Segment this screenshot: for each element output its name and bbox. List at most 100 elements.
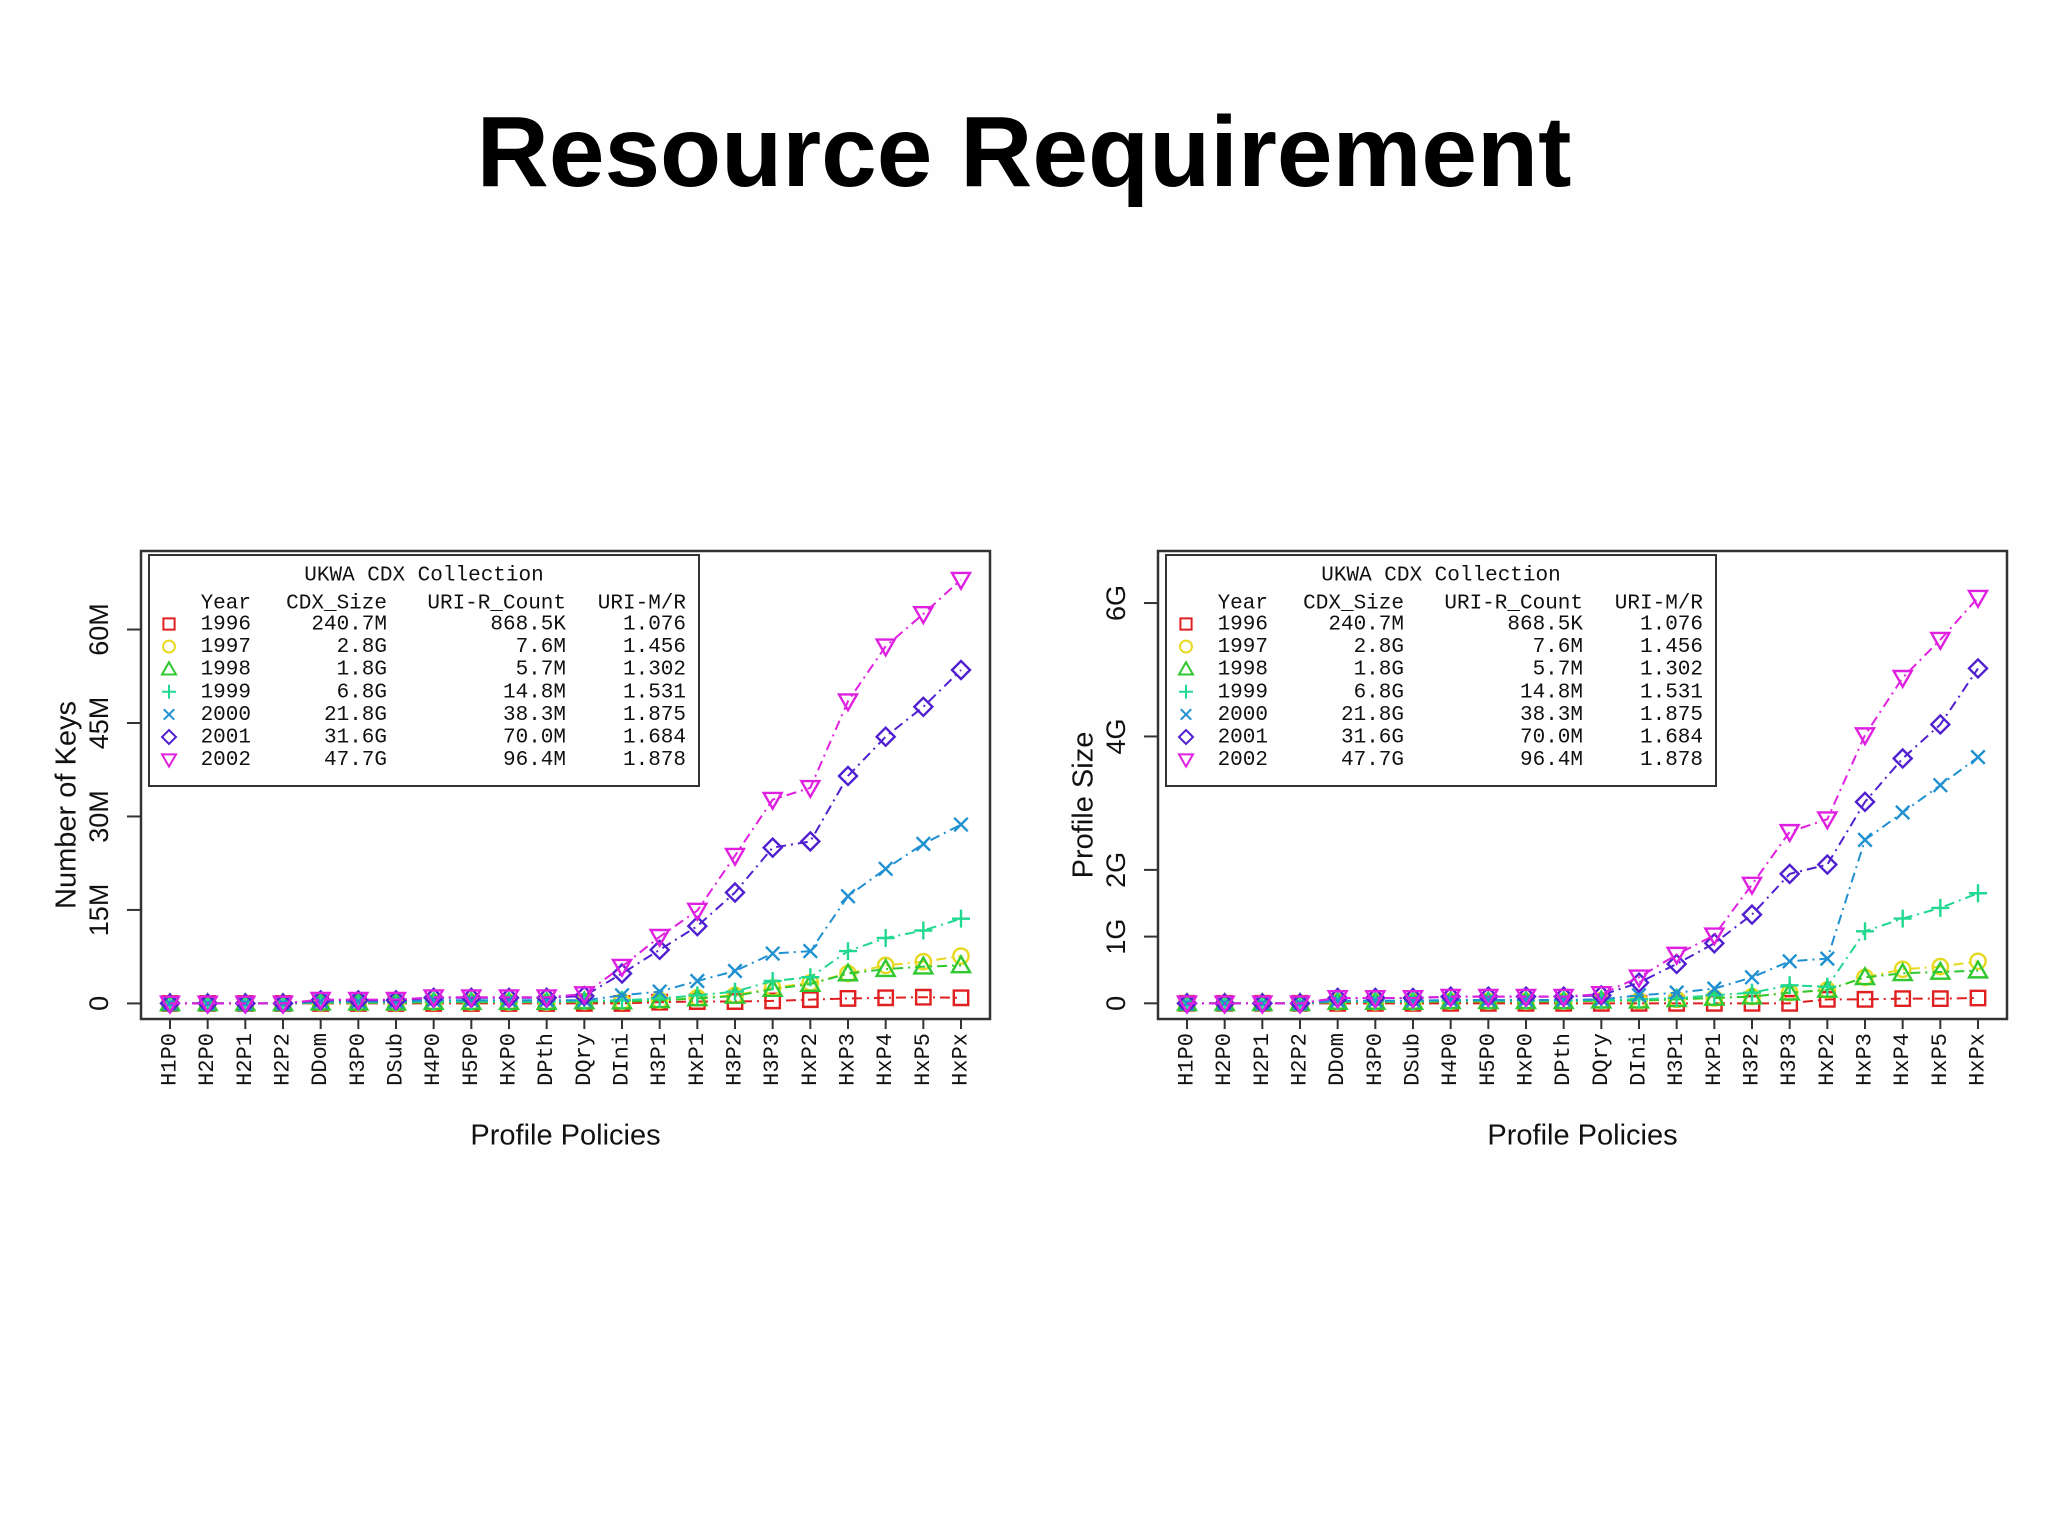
data-point	[689, 973, 705, 989]
data-point	[426, 992, 442, 1008]
legend-header: URI-M/R	[1615, 593, 1704, 616]
legend-cell: 5.7M	[516, 659, 566, 682]
data-point	[1669, 985, 1685, 1001]
data-point	[1703, 932, 1726, 954]
legend-cell: 240.7M	[1328, 614, 1404, 637]
data-point	[271, 995, 295, 1015]
data-point	[801, 968, 820, 987]
y-tick-label: 60M	[84, 603, 114, 656]
x-tick-label: H4P0	[421, 1033, 446, 1086]
data-point	[799, 972, 822, 993]
legend-header: CDX_Size	[1303, 593, 1404, 616]
x-tick-label: HxP2	[1815, 1033, 1840, 1086]
data-point	[874, 638, 897, 658]
data-point	[949, 953, 973, 974]
legend-marker	[162, 639, 176, 654]
data-point	[1853, 965, 1877, 986]
x-tick-label: H5P0	[459, 1033, 484, 1086]
legend-cell: 70.0M	[1520, 727, 1583, 750]
data-point	[648, 939, 671, 961]
x-tick-label: HxP2	[798, 1033, 823, 1086]
x-tick-label: DDom	[308, 1033, 333, 1086]
x-tick-label: DQry	[1589, 1033, 1614, 1086]
data-point	[1175, 995, 1199, 1015]
data-point	[950, 659, 972, 681]
x-tick-label: DSub	[1401, 1033, 1426, 1086]
legend-header: URI-R_Count	[1444, 593, 1583, 616]
data-point	[723, 847, 747, 868]
legend-cell: 2001	[201, 727, 251, 750]
data-point	[234, 995, 257, 1015]
data-point	[1891, 669, 1914, 690]
legend-header: URI-R_Count	[427, 593, 566, 616]
x-tick-label: H5P0	[1476, 1033, 1501, 1086]
data-point	[463, 992, 479, 1008]
data-point	[1893, 960, 1912, 979]
data-point	[799, 830, 822, 853]
legend-cell: 31.6G	[324, 727, 387, 750]
data-point	[1781, 994, 1799, 1012]
data-point	[912, 605, 935, 626]
data-point	[1703, 986, 1726, 1006]
legend-box	[1165, 554, 1717, 787]
data-point	[1929, 631, 1952, 652]
data-point	[726, 993, 744, 1010]
legend-cell: 1.076	[623, 614, 686, 637]
legend-cell: 1.8G	[337, 659, 387, 682]
legend-cell: 96.4M	[1520, 749, 1583, 772]
x-tick-label: DPth	[534, 1033, 559, 1086]
data-point	[1967, 657, 1989, 680]
legend-cell: 2001	[1218, 727, 1268, 750]
data-point	[761, 977, 784, 998]
data-point	[573, 986, 596, 1006]
data-point	[1477, 988, 1500, 1009]
data-point	[1969, 989, 1987, 1007]
data-point	[952, 989, 970, 1007]
data-point	[1970, 749, 1986, 765]
legend-cell: 1.456	[623, 636, 686, 659]
data-point	[836, 693, 860, 713]
data-point	[1665, 953, 1688, 975]
data-point	[614, 987, 630, 1003]
data-point	[501, 992, 517, 1008]
legend-cell: 1.531	[623, 681, 686, 704]
legend-marker	[1179, 684, 1193, 699]
legend-cell: 2002	[1218, 749, 1268, 772]
data-point	[1367, 993, 1383, 1009]
y-tick-label: 45M	[84, 697, 114, 750]
x-tick-label: H3P2	[723, 1033, 748, 1086]
legend-cell: 1996	[201, 614, 251, 637]
data-point	[1818, 977, 1837, 996]
series-line	[170, 917, 962, 1005]
x-tick-label: H2P0	[1212, 1033, 1237, 1086]
x-tick-label: HxP1	[1702, 1033, 1727, 1086]
data-point	[839, 942, 857, 961]
data-point	[686, 987, 709, 1007]
data-point	[1931, 957, 1950, 976]
data-point	[535, 989, 558, 1009]
data-point	[727, 963, 743, 979]
data-point	[648, 928, 671, 949]
legend-cell: 2000	[1218, 704, 1268, 727]
legend-marker	[1177, 728, 1195, 746]
data-point	[723, 984, 747, 1004]
data-point	[1740, 985, 1764, 1005]
legend-marker	[160, 728, 178, 746]
data-point	[652, 983, 668, 1000]
data-point	[686, 902, 709, 922]
data-point	[726, 982, 744, 1001]
legend-cell: 1.878	[623, 749, 686, 772]
legend-cell: 1999	[201, 681, 251, 704]
legend-cell: 240.7M	[311, 614, 387, 637]
legend-cell: 38.3M	[1520, 704, 1583, 727]
x-tick-label: HxP0	[1514, 1033, 1539, 1086]
data-point	[1251, 995, 1274, 1015]
legend-marker	[1179, 639, 1193, 654]
data-point	[422, 989, 445, 1009]
legend-cell: 21.8G	[1341, 704, 1404, 727]
data-point	[1816, 978, 1839, 998]
data-point	[196, 995, 219, 1015]
legend-cell: 1997	[1218, 636, 1268, 659]
series-line	[1187, 969, 1979, 1005]
